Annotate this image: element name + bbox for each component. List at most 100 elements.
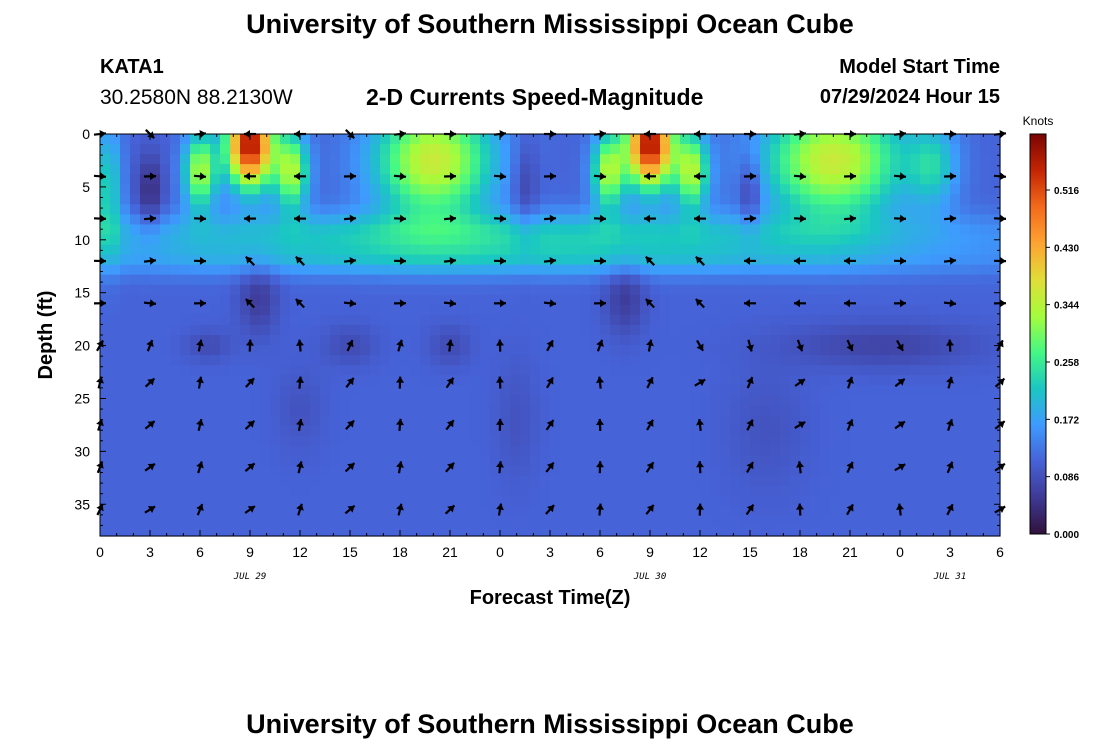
heatmap-cell xyxy=(760,365,771,376)
heatmap-cell xyxy=(810,405,821,416)
heatmap-cell xyxy=(550,224,561,236)
heatmap-cell xyxy=(340,264,351,276)
heatmap-cell xyxy=(830,425,841,437)
heatmap-cell xyxy=(750,385,761,396)
heatmap-cell xyxy=(130,475,141,487)
x-tick-label: 15 xyxy=(742,544,758,560)
heatmap-cell xyxy=(760,234,771,246)
heatmap-cell xyxy=(570,425,581,437)
heatmap-cell xyxy=(430,214,441,226)
heatmap-cell xyxy=(320,304,331,316)
heatmap-cell xyxy=(340,395,351,406)
heatmap-cell xyxy=(250,234,261,246)
heatmap-cell xyxy=(760,134,771,145)
heatmap-cell xyxy=(260,465,271,477)
heatmap-cell xyxy=(950,445,961,457)
heatmap-cell xyxy=(320,385,331,396)
heatmap-cell xyxy=(870,345,881,356)
heatmap-cell xyxy=(830,224,841,236)
heatmap-cell xyxy=(620,274,631,286)
heatmap-cell xyxy=(790,505,801,517)
current-arrow xyxy=(696,503,704,516)
heatmap-cell xyxy=(760,304,771,316)
heatmap-cell xyxy=(700,234,711,246)
heatmap-cell xyxy=(980,425,991,437)
heatmap-cell xyxy=(760,415,771,427)
heatmap-cell xyxy=(850,204,861,215)
heatmap-cell xyxy=(320,234,331,246)
heatmap-cell xyxy=(920,495,931,507)
heatmap-cell xyxy=(770,324,781,336)
heatmap-cell xyxy=(790,515,801,527)
heatmap-cell xyxy=(750,455,761,467)
heatmap-cell xyxy=(550,465,561,477)
current-arrow xyxy=(794,420,806,429)
heatmap-cell xyxy=(550,194,561,205)
current-arrow xyxy=(843,214,857,223)
heatmap-cell xyxy=(500,385,511,396)
heatmap-cell xyxy=(170,144,181,155)
heatmap-cell xyxy=(790,174,801,185)
heatmap-cell xyxy=(970,345,981,356)
current-arrow xyxy=(445,462,455,473)
heatmap-cell xyxy=(690,254,701,266)
heatmap-cell xyxy=(900,154,911,165)
current-arrow xyxy=(696,418,704,432)
heatmap-cell xyxy=(150,264,161,276)
heatmap-cell xyxy=(810,515,821,527)
heatmap-cell xyxy=(410,445,421,457)
heatmap-cell xyxy=(610,405,621,416)
heatmap-cell xyxy=(250,184,261,195)
heatmap-cell xyxy=(790,244,801,256)
heatmap-cell xyxy=(350,184,361,195)
heatmap-cell xyxy=(220,465,231,477)
heatmap-cell xyxy=(880,184,891,195)
heatmap-cell xyxy=(450,485,461,497)
heatmap-cell xyxy=(260,365,271,376)
heatmap-cell xyxy=(800,154,811,165)
heatmap-cell xyxy=(550,134,561,145)
current-arrow xyxy=(596,418,604,431)
heatmap-cell xyxy=(350,274,361,286)
heatmap-cell xyxy=(800,455,811,467)
heatmap-cell xyxy=(670,525,681,537)
heatmap-cell xyxy=(590,164,601,175)
heatmap-cell xyxy=(820,144,831,155)
heatmap-cell xyxy=(860,234,871,246)
heatmap-cell xyxy=(550,355,561,366)
heatmap-cell xyxy=(300,134,311,145)
heatmap-cell xyxy=(120,274,131,286)
heatmap-cell xyxy=(770,224,781,236)
heatmap-cell xyxy=(710,355,721,366)
heatmap-cell xyxy=(180,194,191,205)
heatmap-cell xyxy=(920,324,931,336)
heatmap-cell xyxy=(460,194,471,205)
colorbar-tick-label: 0.000 xyxy=(1054,530,1079,541)
heatmap-cell xyxy=(290,264,301,276)
heatmap-cell xyxy=(220,174,231,185)
heatmap-cell xyxy=(930,335,941,346)
heatmap-cell xyxy=(520,395,531,406)
heatmap-cell xyxy=(720,194,731,205)
heatmap-cell xyxy=(420,485,431,497)
heatmap-cell xyxy=(190,445,201,457)
heatmap-cell xyxy=(620,365,631,376)
heatmap-cell xyxy=(580,425,591,437)
heatmap-cell xyxy=(650,345,661,356)
heatmap-cell xyxy=(520,154,531,165)
heatmap-cell xyxy=(130,224,141,236)
heatmap-cell xyxy=(960,154,971,165)
heatmap-cell xyxy=(520,234,531,246)
heatmap-cell xyxy=(950,264,961,276)
heatmap-cell xyxy=(330,515,341,527)
heatmap-cell xyxy=(180,154,191,165)
heatmap-cell xyxy=(340,505,351,517)
heatmap-cell xyxy=(380,174,391,185)
heatmap-cell xyxy=(470,475,481,487)
heatmap-cell xyxy=(450,264,461,276)
heatmap-cell xyxy=(310,505,321,517)
heatmap-cell xyxy=(490,525,501,537)
heatmap-cell xyxy=(780,505,791,517)
heatmap-cell xyxy=(840,455,851,467)
colorbar-tick-label: 0.430 xyxy=(1054,243,1079,254)
